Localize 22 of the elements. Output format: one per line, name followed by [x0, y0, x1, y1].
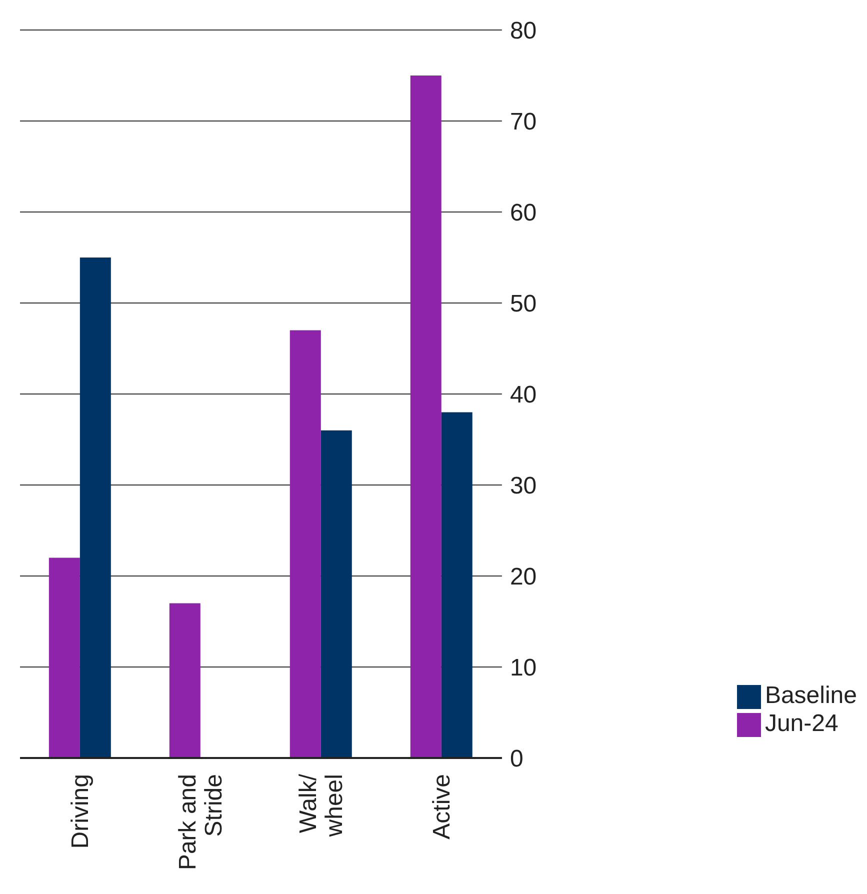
y-tick-label: 20 — [510, 564, 537, 591]
bar — [320, 430, 352, 758]
y-tick-label: 30 — [510, 472, 537, 500]
x-tick-label: Walk/ wheel — [295, 774, 348, 838]
bar — [169, 603, 200, 758]
bar — [48, 558, 80, 758]
y-tick-label: 70 — [510, 108, 537, 136]
legend-label: Jun-24 — [764, 710, 838, 737]
y-tick-label: 0 — [510, 746, 524, 773]
y-tick-label: 80 — [510, 18, 537, 45]
y-tick-label: 60 — [510, 200, 537, 227]
y-tick-label: 50 — [510, 290, 537, 318]
legend-label: Baseline — [764, 682, 857, 709]
y-tick-label: 40 — [510, 382, 537, 409]
bar — [290, 330, 321, 758]
bar — [410, 76, 442, 758]
bar — [441, 412, 472, 758]
x-tick-label: Driving — [67, 774, 94, 849]
x-tick-label: Park and Stride — [174, 774, 228, 870]
y-tick-label: 10 — [510, 654, 537, 682]
x-tick-label: Active — [428, 774, 456, 840]
bar — [80, 258, 111, 758]
